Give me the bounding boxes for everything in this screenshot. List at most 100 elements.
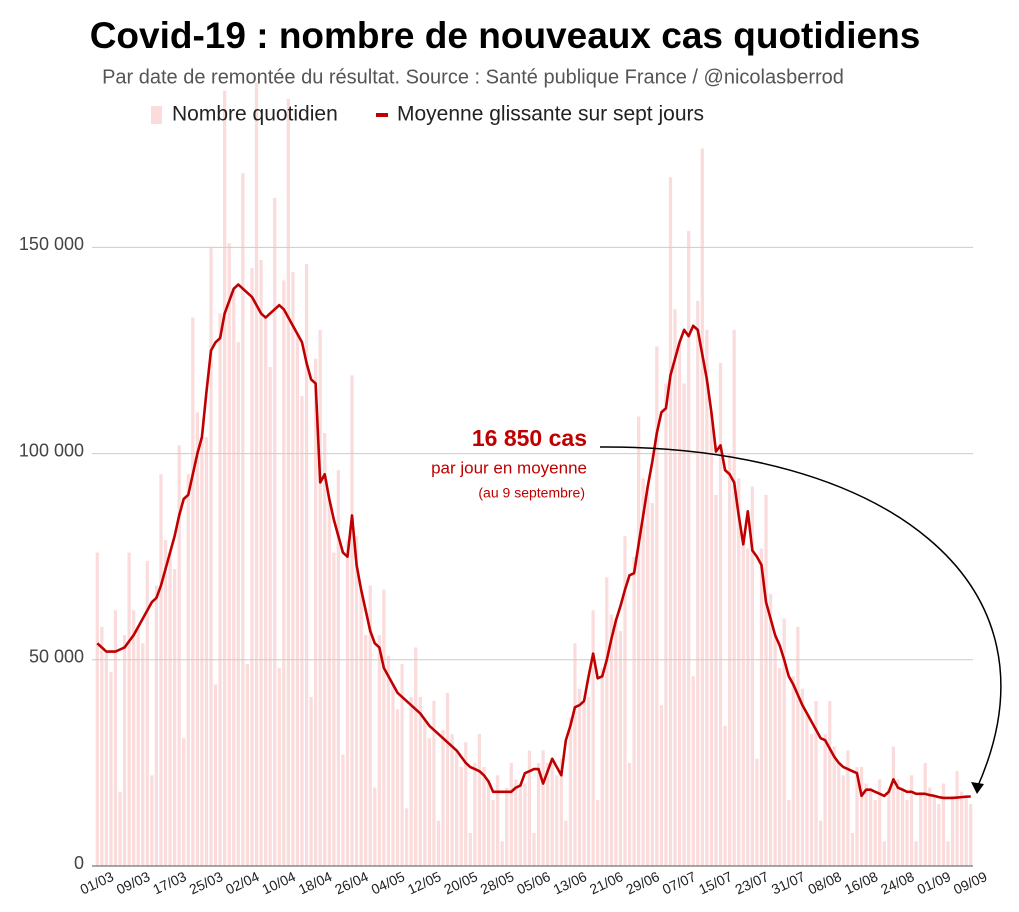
bar: [182, 738, 186, 866]
bar: [691, 676, 695, 866]
bar: [605, 577, 609, 866]
bar: [677, 342, 682, 866]
x-tick-label: 16/08: [842, 868, 881, 897]
bar: [313, 358, 318, 866]
legend-label: Nombre quotidien: [172, 103, 338, 126]
bar: [555, 775, 559, 866]
bar: [796, 626, 800, 866]
bar: [809, 734, 814, 866]
bar: [964, 795, 968, 866]
bar: [596, 800, 600, 866]
bar: [837, 762, 841, 866]
bar: [395, 709, 400, 866]
bar: [668, 177, 673, 867]
bar: [791, 676, 795, 866]
bar: [455, 750, 459, 866]
bar: [409, 696, 413, 866]
bar: [464, 742, 468, 866]
x-tick-label: 02/04: [223, 868, 262, 897]
bar: [709, 412, 714, 866]
bar: [887, 787, 891, 866]
bar: [600, 668, 604, 866]
x-tick-label: 09/09: [951, 868, 990, 897]
bar: [687, 230, 691, 866]
bar: [905, 800, 909, 866]
bar: [723, 725, 727, 866]
bar: [505, 787, 509, 866]
bar: [869, 787, 873, 866]
bar: [318, 329, 322, 866]
x-tick-label: 25/03: [187, 868, 226, 897]
bar: [364, 635, 368, 866]
x-tick-label: 13/06: [551, 868, 590, 897]
bar: [896, 779, 900, 866]
bar: [232, 288, 236, 867]
bar: [432, 701, 436, 866]
bar: [696, 301, 700, 866]
bar: [382, 589, 386, 866]
bar: [909, 775, 914, 866]
bar: [841, 775, 845, 866]
bar: [345, 540, 350, 866]
bar: [386, 655, 391, 866]
arrow-head: [971, 782, 984, 794]
x-tick-label: 24/08: [878, 868, 917, 897]
bar: [714, 494, 718, 866]
x-tick-label: 20/05: [441, 868, 480, 897]
bar: [427, 738, 432, 866]
bar: [527, 750, 532, 866]
x-tick-label: 15/07: [696, 868, 735, 897]
bar: [664, 383, 668, 866]
bar: [650, 503, 654, 866]
bar: [823, 734, 827, 866]
bar: [332, 552, 336, 866]
bar: [204, 437, 209, 866]
bar: [254, 82, 259, 866]
bar: [286, 98, 290, 866]
bar: [473, 762, 477, 866]
bar: [273, 197, 277, 866]
bar: [373, 787, 377, 866]
bar: [568, 717, 573, 866]
bar: [773, 635, 777, 866]
bar: [937, 804, 941, 866]
bar: [177, 445, 181, 866]
bar: [746, 548, 750, 866]
bar: [132, 610, 136, 866]
annotation: par jour en moyenne: [431, 458, 587, 477]
bar: [700, 148, 704, 866]
bar: [577, 688, 582, 866]
x-tick-label: 29/06: [623, 868, 662, 897]
y-tick-label: 50 000: [29, 647, 84, 667]
x-tick-label: 07/07: [660, 868, 699, 897]
bar: [623, 536, 627, 866]
bar: [150, 775, 154, 866]
bar: [636, 416, 641, 866]
bar: [559, 758, 563, 866]
bar: [659, 705, 664, 866]
bar: [641, 478, 645, 866]
bar: [223, 90, 227, 866]
legend-swatch: [151, 106, 162, 124]
chart-title: Covid-19 : nombre de nouveaux cas quotid…: [90, 15, 921, 56]
bar: [832, 746, 836, 866]
bar: [113, 610, 118, 866]
bar: [564, 820, 568, 866]
x-tick-label: 31/07: [769, 868, 808, 897]
bar: [236, 342, 240, 866]
x-tick-label: 17/03: [150, 868, 189, 897]
bar: [914, 841, 918, 866]
bar: [359, 589, 363, 866]
bar: [741, 544, 745, 866]
x-tick-label: 01/09: [915, 868, 954, 897]
bar: [168, 552, 172, 866]
bar: [309, 696, 313, 866]
x-tick-label: 12/05: [405, 868, 444, 897]
bar: [705, 329, 709, 866]
bar: [950, 795, 955, 866]
bar: [227, 243, 231, 867]
bar: [755, 758, 759, 866]
bar: [614, 618, 618, 866]
bar: [136, 626, 140, 866]
bar: [646, 486, 650, 866]
